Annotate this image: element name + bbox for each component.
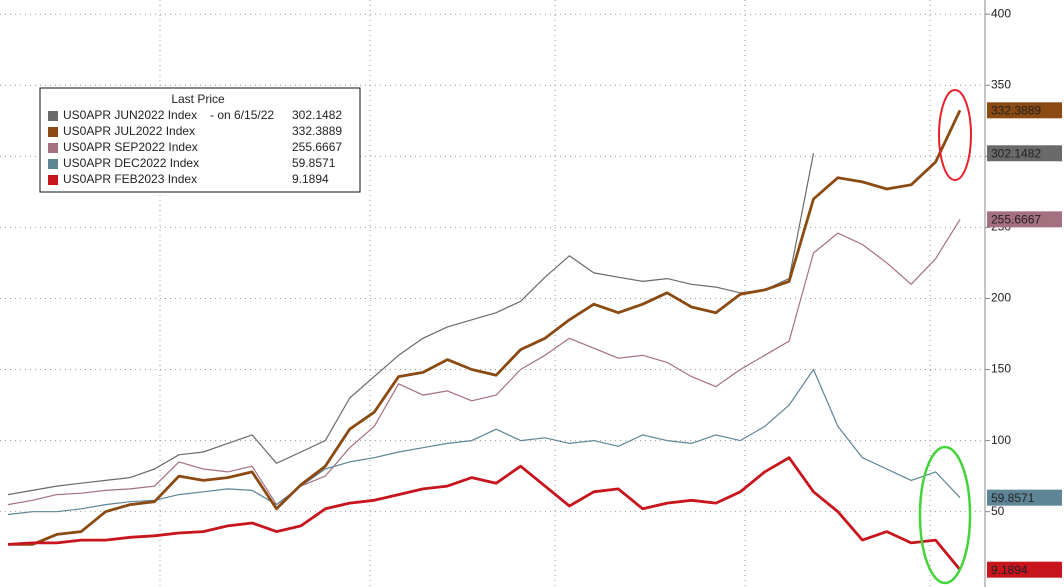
legend-box (39, 87, 361, 193)
last-value-badge (987, 145, 1062, 162)
legend-value: 59.8571 (292, 156, 336, 170)
y-tick-label: 350 (991, 77, 1011, 91)
last-value-label: 255.6667 (991, 213, 1041, 227)
legend-label: US0APR JUN2022 Index (63, 108, 197, 122)
legend-label: US0APR DEC2022 Index (63, 156, 199, 170)
series-line (7, 153, 815, 496)
annotation-ellipse (938, 89, 972, 181)
series-line (7, 456, 962, 571)
legend-label: US0APR SEP2022 Index (63, 140, 198, 154)
last-value-badge (987, 489, 1062, 506)
series-line (7, 368, 961, 516)
legend-swatch (48, 111, 58, 121)
legend-label: US0APR JUL2022 Index (63, 124, 195, 138)
legend-label: US0APR FEB2023 Index (63, 172, 197, 186)
last-value-badge (987, 102, 1062, 119)
legend-swatch (48, 175, 58, 185)
series-line (7, 219, 961, 506)
last-value-label: 332.3889 (991, 103, 1041, 117)
series-line (8, 109, 962, 546)
y-tick-label: 150 (991, 362, 1011, 376)
legend-note: - on 6/15/22 (210, 108, 274, 122)
legend-value: 255.6667 (292, 140, 342, 154)
last-value-label: 9.1894 (991, 563, 1028, 577)
y-tick-label: 100 (991, 433, 1011, 447)
last-value-badge (987, 211, 1062, 228)
legend-value: 9.1894 (292, 172, 329, 186)
y-tick-label: 50 (991, 504, 1005, 518)
legend-swatch (48, 159, 58, 169)
legend-swatch (48, 127, 58, 137)
legend-swatch (48, 143, 58, 153)
last-value-label: 302.1482 (991, 146, 1041, 160)
y-tick-label: 400 (991, 6, 1011, 20)
legend: Last Price US0APR JUN2022 Index - on 6/15/… (39, 87, 361, 193)
last-value-badge (987, 561, 1062, 578)
last-value-label: 59.8571 (991, 491, 1035, 505)
legend-title: Last Price (171, 92, 225, 106)
y-tick-label: 200 (991, 291, 1011, 305)
legend-value: 302.1482 (292, 108, 342, 122)
annotation-ellipse (918, 445, 972, 585)
legend-value: 332.3889 (292, 124, 342, 138)
